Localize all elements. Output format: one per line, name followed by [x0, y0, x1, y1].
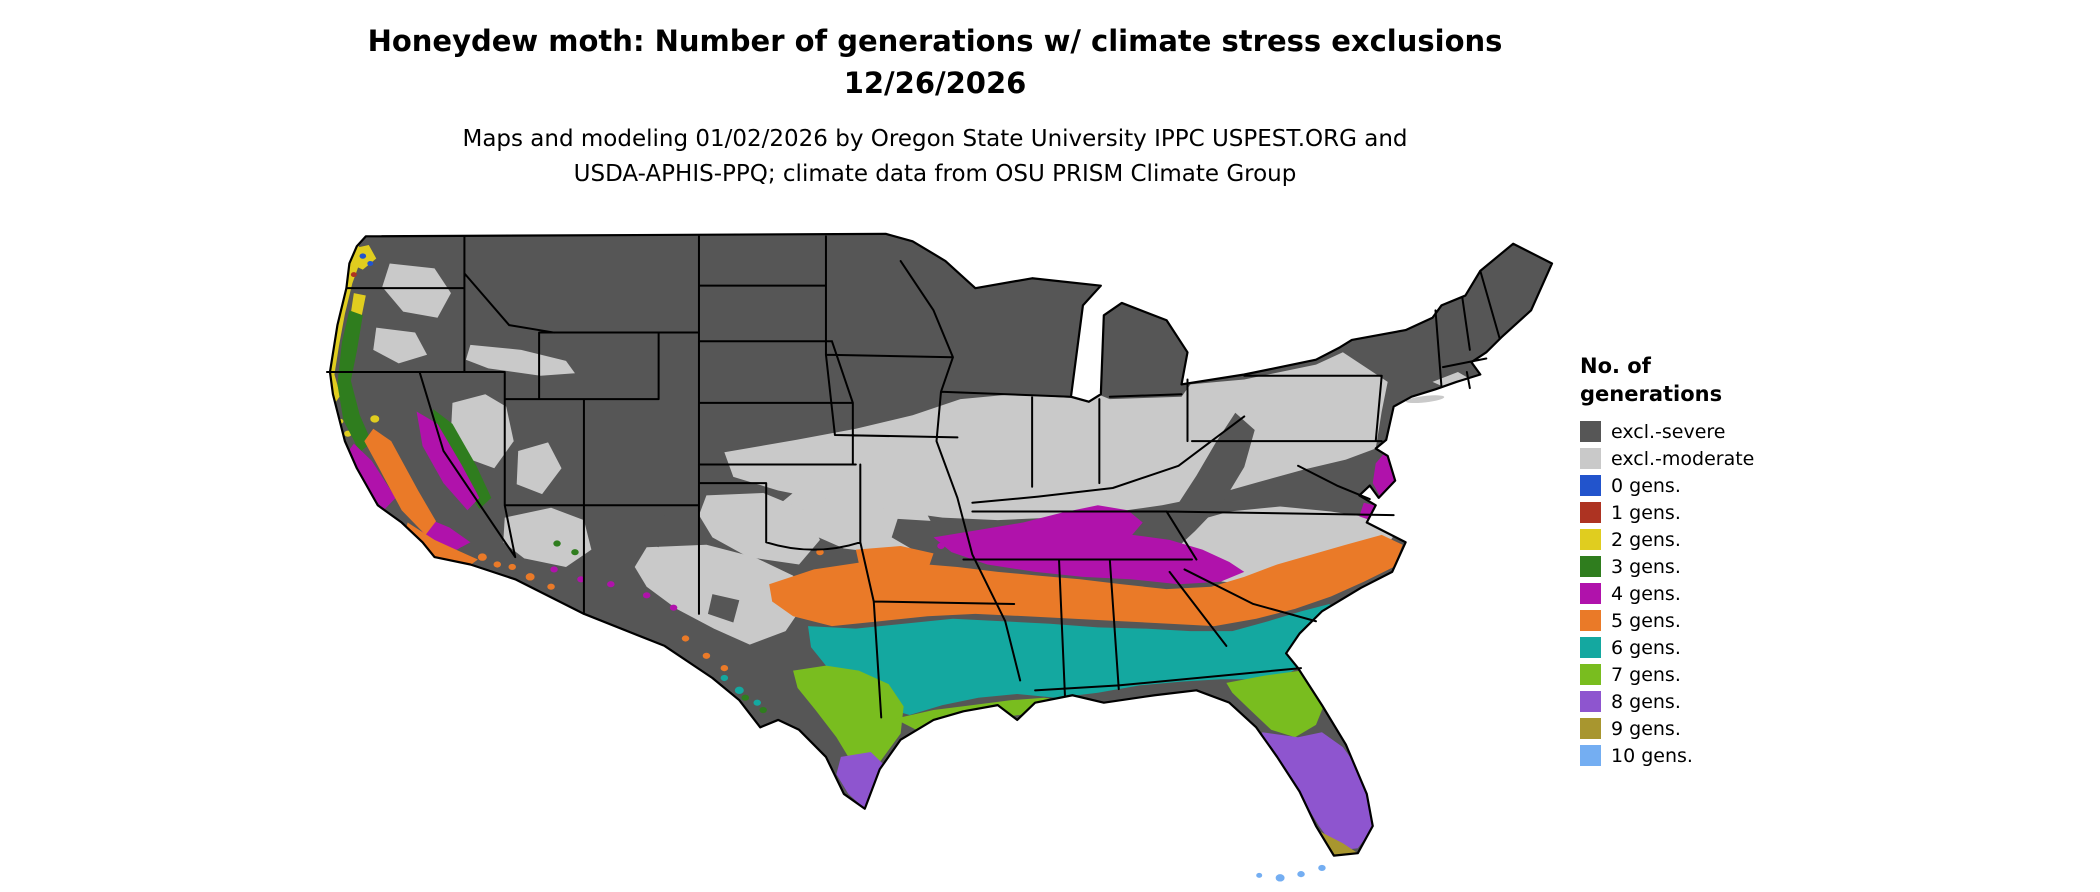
- legend-label: 4 gens.: [1611, 582, 1681, 605]
- legend-swatch-excl-severe: [1580, 421, 1601, 443]
- legend-label: 10 gens.: [1611, 744, 1693, 767]
- legend-item: 3 gens.: [1580, 556, 1754, 578]
- legend-label: excl.-severe: [1611, 420, 1726, 443]
- legend-swatch-6-gens: [1580, 637, 1601, 659]
- legend-title-line2: generations: [1580, 382, 1723, 407]
- legend-label: 9 gens.: [1611, 717, 1681, 740]
- legend-item: 9 gens.: [1580, 718, 1754, 740]
- legend-swatch-10-gens: [1580, 745, 1601, 767]
- region-excl-severe-overlays: [640, 412, 1255, 623]
- map-date: 12/26/2026: [843, 66, 1027, 101]
- legend-title: No. of generations: [1580, 352, 1754, 409]
- state-borders: [327, 236, 1500, 717]
- legend-swatch-5-gens: [1580, 610, 1601, 632]
- legend-item: excl.-moderate: [1580, 448, 1754, 470]
- legend-swatch-1-gens: [1580, 502, 1601, 524]
- map-subtitle-line2: USDA-APHIS-PPQ; climate data from OSU PR…: [573, 160, 1297, 187]
- legend-label: 6 gens.: [1611, 636, 1681, 659]
- legend-swatch-2-gens: [1580, 529, 1601, 551]
- legend-label: 8 gens.: [1611, 690, 1681, 713]
- legend-label: 3 gens.: [1611, 555, 1681, 578]
- map-subtitle-line1: Maps and modeling 01/02/2026 by Oregon S…: [462, 126, 1408, 152]
- legend: No. of generations excl.-severe excl.-mo…: [1580, 352, 1754, 772]
- legend-item: 2 gens.: [1580, 529, 1754, 551]
- legend-title-line1: No. of: [1580, 354, 1651, 378]
- region-10-gens-keys: [1256, 864, 1326, 882]
- legend-swatch-3-gens: [1580, 556, 1601, 578]
- legend-item: 7 gens.: [1580, 664, 1754, 686]
- legend-item: 0 gens.: [1580, 475, 1754, 497]
- legend-item: 1 gens.: [1580, 502, 1754, 524]
- us-outline: [330, 234, 1552, 856]
- legend-swatch-0-gens: [1580, 475, 1601, 497]
- legend-swatch-8-gens: [1580, 691, 1601, 713]
- legend-label: 5 gens.: [1611, 609, 1681, 632]
- legend-swatch-9-gens: [1580, 718, 1601, 740]
- legend-item: 4 gens.: [1580, 583, 1754, 605]
- legend-label: 0 gens.: [1611, 474, 1681, 497]
- legend-item: 5 gens.: [1580, 610, 1754, 632]
- region-0-gens: [359, 253, 374, 266]
- legend-swatch-excl-moderate: [1580, 448, 1601, 470]
- legend-label: excl.-moderate: [1611, 447, 1755, 470]
- legend-label: 7 gens.: [1611, 663, 1681, 686]
- region-6-gens: [720, 603, 1342, 715]
- legend-item: 8 gens.: [1580, 691, 1754, 713]
- region-4-gens: [344, 411, 1397, 611]
- map-header: Honeydew moth: Number of generations w/ …: [0, 20, 1870, 104]
- legend-label: 1 gens.: [1611, 501, 1681, 524]
- region-8-gens: [836, 732, 1373, 851]
- long-island: [1405, 395, 1445, 404]
- us-generations-map: [318, 224, 1558, 882]
- legend-swatch-4-gens: [1580, 583, 1601, 605]
- map-title: Honeydew moth: Number of generations w/ …: [367, 24, 1503, 58]
- legend-items: excl.-severe excl.-moderate 0 gens. 1 ge…: [1580, 421, 1754, 767]
- legend-item: 10 gens.: [1580, 745, 1754, 767]
- map-subtitle: Maps and modeling 01/02/2026 by Oregon S…: [0, 122, 1870, 191]
- legend-label: 2 gens.: [1611, 528, 1681, 551]
- legend-swatch-7-gens: [1580, 664, 1601, 686]
- legend-item: 6 gens.: [1580, 637, 1754, 659]
- legend-item: excl.-severe: [1580, 421, 1754, 443]
